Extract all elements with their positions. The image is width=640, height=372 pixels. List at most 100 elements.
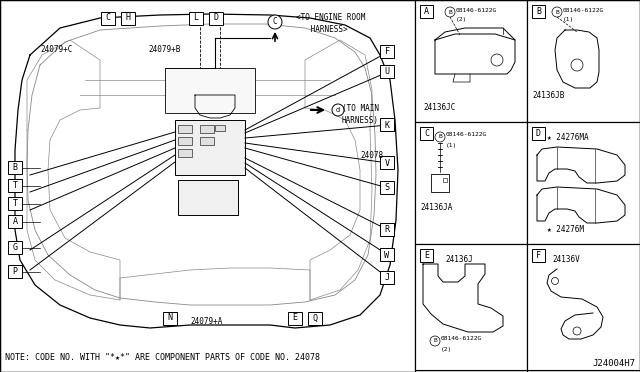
Text: d: d	[336, 107, 340, 113]
Bar	[443, 178, 447, 182]
Bar	[189, 12, 203, 25]
Bar	[288, 311, 302, 324]
Text: HARNESS>: HARNESS>	[306, 25, 348, 33]
Text: 08146-6122G: 08146-6122G	[456, 7, 497, 13]
Text: 24079+B: 24079+B	[148, 45, 180, 55]
Bar	[415, 244, 527, 370]
Bar	[527, 244, 640, 370]
Text: 08146-6122G: 08146-6122G	[563, 7, 604, 13]
Text: D: D	[214, 13, 218, 22]
Bar	[420, 5, 433, 18]
Bar	[8, 161, 22, 174]
Bar	[8, 197, 22, 210]
Bar	[380, 118, 394, 131]
Bar	[200, 137, 214, 145]
Text: P: P	[13, 267, 17, 276]
Text: V: V	[385, 158, 390, 167]
Text: A: A	[13, 218, 17, 227]
Bar	[380, 223, 394, 236]
Circle shape	[552, 278, 559, 285]
Circle shape	[491, 54, 503, 66]
Bar	[8, 265, 22, 278]
Bar	[163, 311, 177, 324]
Text: 24136JB: 24136JB	[532, 90, 564, 99]
Bar	[178, 137, 192, 145]
Text: R: R	[385, 225, 390, 234]
Text: U: U	[385, 67, 390, 77]
Text: W: W	[385, 250, 390, 260]
Text: F: F	[536, 251, 541, 260]
Text: 24136JC: 24136JC	[423, 103, 456, 112]
Text: T: T	[13, 182, 17, 190]
Bar	[431, 174, 449, 192]
Text: B: B	[13, 164, 17, 173]
Text: A: A	[424, 7, 429, 16]
Text: 08146-6122G: 08146-6122G	[446, 132, 487, 138]
Text: 24079+C: 24079+C	[40, 45, 72, 55]
Circle shape	[571, 59, 583, 71]
Bar	[527, 0, 640, 122]
Text: J24004H7: J24004H7	[592, 359, 635, 369]
Bar	[8, 241, 22, 254]
Bar	[420, 249, 433, 262]
Text: 24136V: 24136V	[552, 254, 580, 263]
Circle shape	[430, 336, 440, 346]
Text: H: H	[125, 13, 131, 22]
Text: C: C	[273, 17, 277, 26]
Text: T: T	[13, 199, 17, 208]
Text: L: L	[193, 13, 198, 22]
Circle shape	[552, 7, 562, 17]
Text: N: N	[168, 314, 173, 323]
Bar	[380, 248, 394, 261]
Text: HARNESS): HARNESS)	[342, 115, 379, 125]
Text: C: C	[106, 13, 111, 22]
Bar	[380, 65, 394, 78]
Circle shape	[573, 327, 581, 335]
Bar	[0, 0, 415, 372]
Text: 24079+A: 24079+A	[190, 317, 222, 327]
Bar	[215, 125, 225, 131]
Bar	[101, 12, 115, 25]
Text: S: S	[385, 183, 390, 192]
Text: B: B	[433, 339, 437, 343]
Text: ★ 24276M: ★ 24276M	[547, 225, 584, 234]
Bar	[415, 0, 527, 122]
Text: G: G	[13, 244, 17, 253]
Bar	[420, 127, 433, 140]
Bar	[200, 125, 214, 133]
Bar	[308, 311, 322, 324]
Text: NOTE: CODE NO. WITH "*★*" ARE COMPONENT PARTS OF CODE NO. 24078: NOTE: CODE NO. WITH "*★*" ARE COMPONENT …	[5, 353, 320, 362]
Text: B: B	[555, 10, 559, 15]
Bar	[8, 215, 22, 228]
Text: C: C	[424, 129, 429, 138]
Bar	[380, 181, 394, 194]
Bar	[178, 180, 238, 215]
Text: (1): (1)	[446, 142, 457, 148]
Text: 24136J: 24136J	[445, 254, 473, 263]
Circle shape	[445, 7, 455, 17]
Text: (TO MAIN: (TO MAIN	[342, 105, 379, 113]
Text: B: B	[536, 7, 541, 16]
Bar	[178, 149, 192, 157]
Circle shape	[435, 132, 445, 142]
Text: 24136JA: 24136JA	[420, 202, 452, 212]
Bar	[175, 120, 245, 175]
Text: <TO ENGINE ROOM: <TO ENGINE ROOM	[296, 13, 365, 22]
Text: ★ 24276MA: ★ 24276MA	[547, 132, 589, 141]
Text: J: J	[385, 273, 390, 282]
Text: 24078: 24078	[360, 151, 383, 160]
Bar	[380, 271, 394, 284]
Text: E: E	[292, 314, 298, 323]
Bar	[532, 5, 545, 18]
Text: D: D	[536, 129, 541, 138]
Bar	[209, 12, 223, 25]
Bar	[121, 12, 135, 25]
Bar	[380, 45, 394, 58]
Circle shape	[268, 15, 282, 29]
Text: F: F	[385, 48, 390, 57]
Bar	[178, 125, 192, 133]
Text: (2): (2)	[441, 346, 452, 352]
Bar	[532, 249, 545, 262]
Bar	[380, 156, 394, 169]
Text: E: E	[424, 251, 429, 260]
